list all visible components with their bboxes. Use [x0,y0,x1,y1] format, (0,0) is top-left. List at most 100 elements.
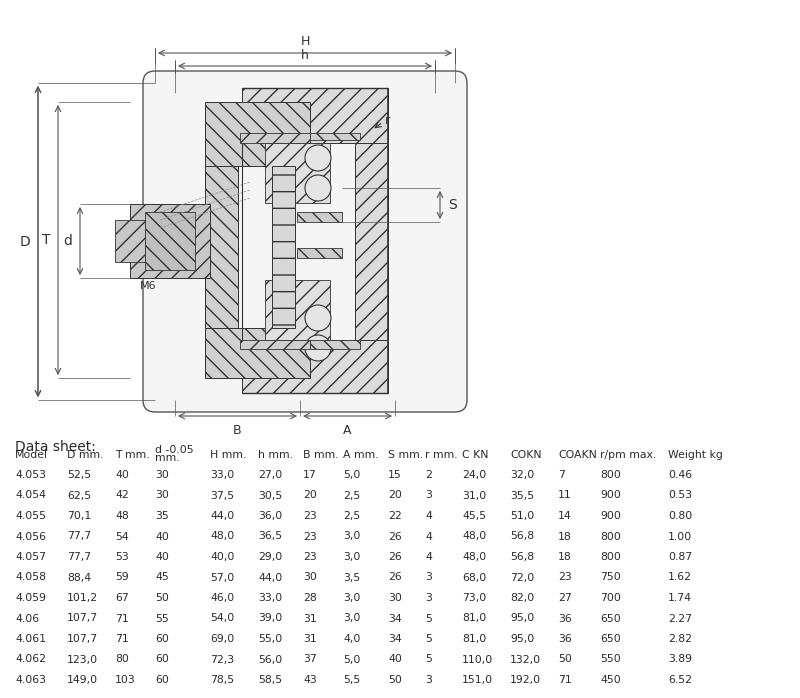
Text: 60: 60 [155,634,169,644]
Text: 4.061: 4.061 [15,634,46,644]
Text: 4: 4 [425,531,432,542]
Text: 37,5: 37,5 [210,491,234,500]
Text: 4.053: 4.053 [15,470,46,480]
Text: 24,0: 24,0 [462,470,486,480]
Polygon shape [355,143,388,340]
Text: 58,5: 58,5 [258,675,282,685]
Text: 18: 18 [558,552,572,562]
Polygon shape [272,166,295,328]
Polygon shape [310,340,360,349]
Text: 103: 103 [115,675,136,685]
Text: 78,5: 78,5 [210,675,234,685]
Text: 40: 40 [388,655,402,664]
Text: 55: 55 [155,614,169,623]
Text: 151,0: 151,0 [462,675,493,685]
Text: 4.06: 4.06 [15,614,39,623]
Text: 15: 15 [388,470,402,480]
Text: 31,0: 31,0 [462,491,486,500]
Polygon shape [240,340,310,349]
Circle shape [305,175,331,201]
Text: 36: 36 [558,614,572,623]
Polygon shape [297,248,342,258]
Text: 1.00: 1.00 [668,531,692,542]
Text: 27,0: 27,0 [258,470,282,480]
Text: 30: 30 [388,593,402,603]
Text: 149,0: 149,0 [67,675,98,685]
Text: 900: 900 [600,511,621,521]
Text: h mm.: h mm. [258,450,293,460]
Text: 54: 54 [115,531,129,542]
Text: 3: 3 [425,491,432,500]
Text: mm.: mm. [155,453,180,463]
Text: Weight kg: Weight kg [668,450,723,460]
Text: 22: 22 [388,511,402,521]
Text: Data sheet:: Data sheet: [15,440,96,454]
Text: 23: 23 [303,531,317,542]
Text: 50: 50 [155,593,169,603]
Text: 4.062: 4.062 [15,655,46,664]
Polygon shape [242,340,388,393]
Text: 1.62: 1.62 [668,572,692,583]
Text: 0.80: 0.80 [668,511,692,521]
Text: 4.057: 4.057 [15,552,46,562]
Text: 30: 30 [155,491,169,500]
Text: 3: 3 [425,572,432,583]
Text: 20: 20 [303,491,317,500]
Text: 4.056: 4.056 [15,531,46,542]
Text: r/pm max.: r/pm max. [600,450,656,460]
Text: 0.53: 0.53 [668,491,692,500]
Text: 107,7: 107,7 [67,634,98,644]
Text: 29,0: 29,0 [258,552,282,562]
Text: 7: 7 [558,470,565,480]
Text: 36: 36 [558,634,572,644]
Text: 31: 31 [303,634,317,644]
Text: 650: 650 [600,614,621,623]
Polygon shape [242,88,388,143]
Text: 2.82: 2.82 [668,634,692,644]
Text: 88,4: 88,4 [67,572,91,583]
Text: 36,0: 36,0 [258,511,282,521]
Polygon shape [310,133,360,140]
Text: 33,0: 33,0 [258,593,282,603]
Text: 5,5: 5,5 [343,675,360,685]
Circle shape [305,335,331,361]
Text: 42: 42 [115,491,129,500]
Text: 48,0: 48,0 [462,552,486,562]
Text: 101,2: 101,2 [67,593,98,603]
Text: 56,8: 56,8 [510,552,534,562]
Text: 4: 4 [425,552,432,562]
Text: 71: 71 [115,614,129,623]
Text: 37: 37 [303,655,317,664]
Text: 95,0: 95,0 [510,614,534,623]
Text: 45: 45 [155,572,169,583]
Text: B: B [233,424,242,437]
Polygon shape [240,133,310,143]
Text: 0.46: 0.46 [668,470,692,480]
Text: 82,0: 82,0 [510,593,534,603]
Text: 18: 18 [558,531,572,542]
Text: 17: 17 [303,470,317,480]
Text: 31: 31 [303,614,317,623]
Polygon shape [297,212,342,222]
Text: 39,0: 39,0 [258,614,282,623]
Text: 20: 20 [388,491,402,500]
Circle shape [305,305,331,331]
Text: 57,0: 57,0 [210,572,234,583]
Text: T: T [42,233,50,247]
Text: 48,0: 48,0 [462,531,486,542]
Text: 40: 40 [115,470,129,480]
Text: 800: 800 [600,552,621,562]
Text: 51,0: 51,0 [510,511,534,521]
Text: 26: 26 [388,552,402,562]
Polygon shape [265,280,330,340]
Text: 77,7: 77,7 [67,531,91,542]
Text: 60: 60 [155,655,169,664]
Text: 4.058: 4.058 [15,572,46,583]
Polygon shape [115,220,145,262]
Text: 700: 700 [600,593,621,603]
Text: 6.52: 6.52 [668,675,692,685]
Text: 3: 3 [425,593,432,603]
Text: T mm.: T mm. [115,450,150,460]
Text: 192,0: 192,0 [510,675,541,685]
Text: 23: 23 [303,552,317,562]
